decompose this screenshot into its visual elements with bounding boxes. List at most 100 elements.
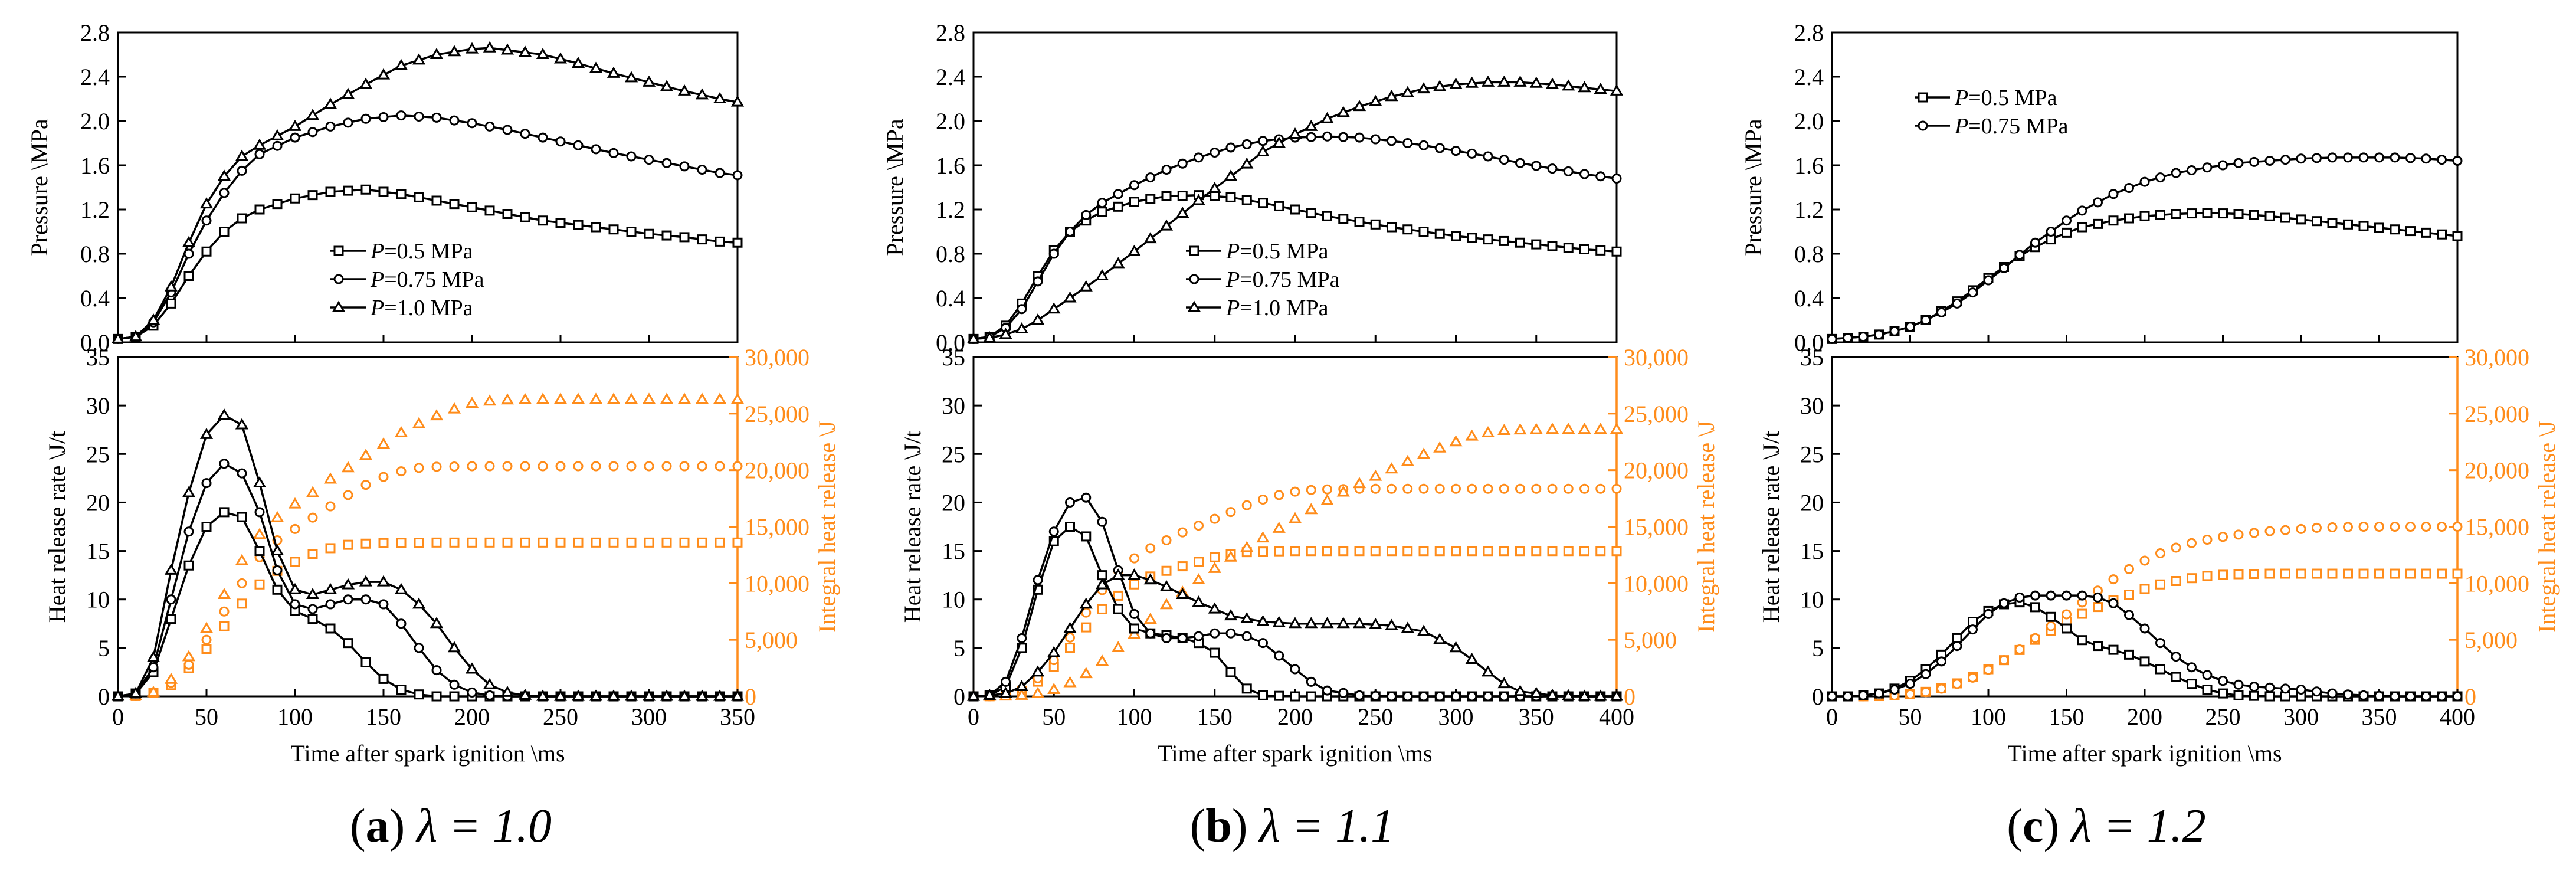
ihr-data-point [1449,435,1463,447]
pressure-y-tick-label: 1.2 [936,197,965,223]
ihr-data-point [1451,546,1461,557]
hrr-data-point [1113,604,1123,614]
hrr-data-point [183,560,194,571]
pressure-data-point [608,224,619,235]
pressure-data-point [1417,82,1431,94]
ihr-data-point [1272,521,1286,533]
hrr-y-label: Heat release rate \J/t [44,431,70,623]
panel-b: 0.0 0.4 0.8 1.2 1.6 2.0 2.4 2.8 Pressure \MPa P=0… [881,19,1719,767]
hrr-data-point [1033,575,1043,585]
hrr-data-point [129,686,143,698]
ihr-data-point [2343,568,2353,579]
hrr-data-point [1081,492,1092,503]
pressure-data-point [2108,189,2119,199]
ihr-data-point [2233,569,2244,580]
hrr-data-point [235,418,249,430]
ihr-data-point [343,539,353,550]
pressure-data-point [1306,132,1316,142]
pressure-data-point [483,41,497,53]
ihr-data-point [1401,454,1414,466]
hrr-data-point [1983,608,1994,619]
pressure-data-point [272,140,283,151]
pressure-y-tick-label: 2.4 [1794,64,1824,90]
pressure-data-point [1095,269,1109,280]
pressure-y-tick-label: 0.0 [936,329,965,356]
ihr-data-point [146,685,160,697]
pressure-data-point [555,136,566,147]
ihr-data-point [1210,552,1220,562]
pressure-data-point [2405,153,2416,163]
pressure-data-point [1241,195,1252,205]
ihr-data-point [677,392,691,404]
pressure-data-point [1465,76,1479,88]
hrr-series-square [1827,597,2463,702]
x-tick-label: 0 [112,703,124,730]
pressure-data-point [2202,162,2213,173]
hrr-data-point [253,476,267,488]
pressure-data-point [1827,333,1837,344]
hrr-data-point [1306,691,1316,702]
hrr-data-point [642,689,656,701]
hrr-data-point [396,685,407,695]
hrr-data-point [1176,588,1189,599]
hrr-data-point [484,690,495,700]
ihr-data-point [2280,568,2290,579]
hrr-data-point [1159,580,1174,591]
ihr-data-point [1241,500,1252,510]
ihr-data-point [2108,574,2119,585]
hrr-data-point [2264,691,2275,702]
hrr-data-point [288,582,302,594]
pressure-data-point [343,185,353,196]
pressure-data-point [1999,263,2009,273]
pressure-data-point [484,121,495,132]
legend-marker [333,245,344,256]
ihr-data-point [484,461,495,472]
pressure-data-point [2077,222,2087,233]
ihr-data-point [2437,522,2447,532]
hrr-data-point [2108,598,2119,608]
hrr-data-point [2280,683,2290,694]
ihr-series-triangle [111,392,745,701]
ihr-data-point [1320,493,1334,505]
hrr-data-point [2124,649,2134,660]
ihr-data-point [1305,503,1318,515]
legend-entry: P=0.5 MPa [1954,86,2057,110]
hrr-data-point [1256,615,1270,626]
hrr-y-tick-label: 30 [86,392,110,419]
pressure-y-tick-label: 0.0 [1794,329,1824,356]
ihr-data-point [2312,568,2322,579]
hrr-data-point [1274,690,1284,701]
hrr-data-point [2093,592,2103,603]
hrr-data-point [1418,691,1429,702]
pressure-data-point [1369,94,1382,106]
ihr-data-point [591,537,601,548]
hrr-data-point [467,687,477,698]
pressure-data-point [2062,215,2072,226]
ihr-data-point [183,659,194,670]
hrr-data-point [983,688,997,700]
ihr-data-point [217,588,231,599]
hrr-data-point [1224,609,1238,621]
hrr-data-point [1483,691,1493,702]
pressure-data-point [2390,224,2400,235]
pressure-legend: P=0.5 MPa P=0.75 MPa P=1.0 MPa [330,239,484,320]
hrr-data-point [500,685,514,697]
heat-release-plot: 0510152025303505,00010,00015,00020,00025… [44,344,840,767]
ihr-data-point [449,537,460,548]
x-axis-label: Time after spark ignition \ms [1158,740,1432,767]
ihr-y-tick-label: 15,000 [745,514,809,541]
hrr-data-point [553,689,568,701]
ihr-data-point [449,461,460,472]
ihr-data-point [1047,683,1061,694]
ihr-data-point [412,417,426,428]
ihr-data-point [396,466,407,477]
pressure-data-point [1079,280,1093,292]
ihr-data-point [732,461,743,472]
hrr-y-tick-label: 0 [953,683,965,710]
hrr-data-point [1387,691,1397,702]
hrr-data-point [2218,688,2228,699]
hrr-data-point [2437,691,2447,702]
ihr-data-point [679,461,690,472]
pressure-data-point [2264,211,2275,221]
pressure-data-point [1256,145,1270,156]
